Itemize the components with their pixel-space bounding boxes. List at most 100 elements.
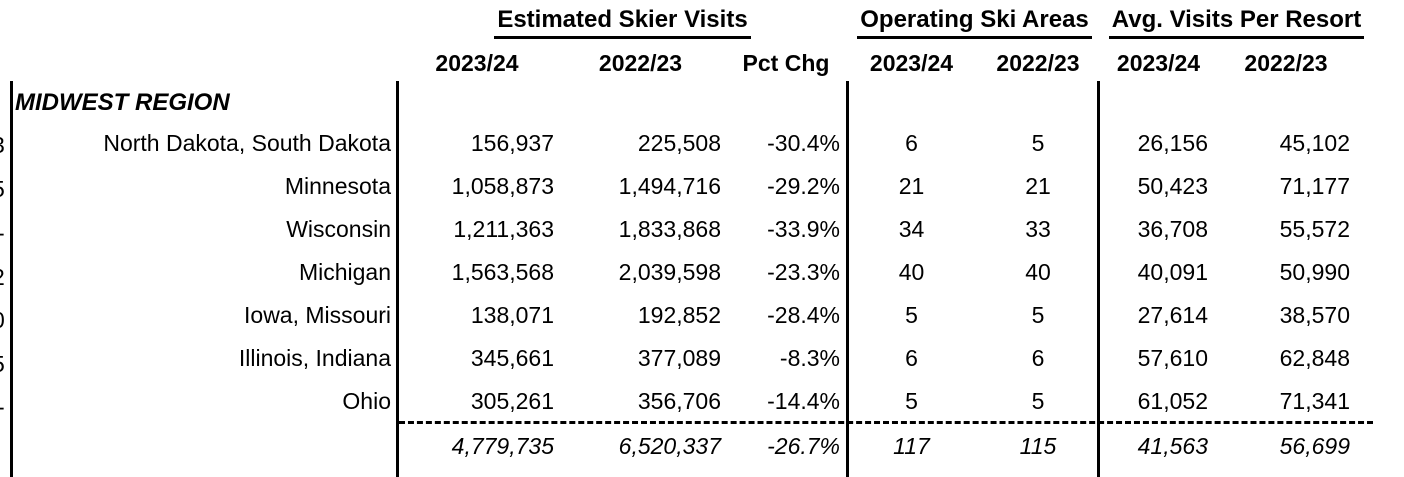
cell-pct-chg: -8.3%	[779, 345, 840, 371]
clipped-text-fragment: -	[0, 386, 5, 428]
cell-visits-2223: 225,508	[637, 130, 721, 156]
cell-avg-2223: 71,341	[1279, 388, 1350, 414]
cell-areas-2223: 21	[1025, 173, 1051, 199]
group-header-spacer	[0, 0, 397, 44]
clipped-text-fragment: -	[0, 212, 5, 254]
total-pct-chg: -26.7%	[767, 433, 840, 459]
table-row: Wisconsin 1,211,363 1,833,868 -33.9% 34 …	[0, 208, 1372, 251]
cell-avg-2223: 50,990	[1279, 259, 1350, 285]
cell-areas-2223: 33	[1025, 216, 1051, 242]
total-visits-2223: 6,520,337	[618, 433, 721, 459]
cell-areas-2223: 5	[1031, 388, 1045, 414]
table-row: Michigan 1,563,568 2,039,598 -23.3% 40 4…	[0, 251, 1372, 294]
cell-areas-2223: 5	[1031, 130, 1045, 156]
cell-pct-chg: -33.9%	[767, 216, 840, 242]
region-header-row: MIDWEST REGION	[0, 83, 1372, 122]
cell-avg-2324: 26,156	[1137, 130, 1208, 156]
year-header-areas-2223: 2022/23	[996, 50, 1080, 76]
cell-areas-2324: 21	[898, 173, 925, 199]
cell-visits-2324: 305,261	[470, 388, 554, 414]
cell-areas-2324: 6	[905, 345, 918, 371]
clipped-text-fragment: 2	[0, 256, 5, 298]
group-header-estimated-skier-visits: Estimated Skier Visits	[494, 6, 751, 39]
group-header-cell-visits: Estimated Skier Visits	[397, 0, 848, 44]
row-label: Iowa, Missouri	[244, 302, 391, 328]
year-header-row: 2023/24 2022/23 Pct Chg 2023/24 2022/23 …	[0, 44, 1372, 83]
cell-avg-2223: 71,177	[1279, 173, 1350, 199]
cell-visits-2223: 377,089	[637, 345, 721, 371]
cell-pct-chg: -29.2%	[767, 173, 840, 199]
row-label: Minnesota	[284, 173, 391, 199]
row-label: Illinois, Indiana	[238, 345, 391, 371]
table-row: Illinois, Indiana 345,661 377,089 -8.3% …	[0, 337, 1372, 380]
region-label: MIDWEST REGION	[15, 88, 230, 116]
cell-visits-2324: 156,937	[470, 130, 554, 156]
cell-pct-chg: -28.4%	[767, 302, 840, 328]
cell-avg-2324: 40,091	[1137, 259, 1208, 285]
cell-areas-2324: 6	[905, 130, 918, 156]
vertical-rule-left-edge	[10, 81, 13, 477]
total-areas-2324: 117	[893, 433, 930, 459]
year-header-areas-2324: 2023/24	[869, 50, 954, 76]
group-header-avg-visits-per-resort: Avg. Visits Per Resort	[1108, 6, 1365, 39]
region-row-spacer	[397, 83, 1372, 122]
group-header-cell-avg: Avg. Visits Per Resort	[1101, 0, 1372, 44]
clipped-text-fragment: 5	[0, 343, 5, 385]
year-header-visits-2223: 2022/23	[598, 50, 683, 76]
cell-areas-2223: 6	[1031, 345, 1045, 371]
cell-visits-2324: 1,058,873	[451, 173, 554, 199]
table-row: Minnesota 1,058,873 1,494,716 -29.2% 21 …	[0, 165, 1372, 208]
cell-areas-2324: 34	[898, 216, 925, 242]
region-total-row: 4,779,735 6,520,337 -26.7% 117 115 41,56…	[0, 423, 1372, 470]
cell-avg-2324: 36,708	[1137, 216, 1208, 242]
cell-visits-2223: 1,833,868	[618, 216, 721, 242]
year-header-avg-2223: 2022/23	[1244, 50, 1328, 76]
clipped-text-fragment: 5	[0, 168, 5, 210]
cell-areas-2324: 5	[905, 302, 918, 328]
year-header-spacer	[0, 44, 397, 83]
cell-avg-2223: 55,572	[1279, 216, 1350, 242]
vertical-rule-after-areas	[1097, 81, 1100, 477]
cell-avg-2223: 62,848	[1279, 345, 1350, 371]
cell-visits-2223: 1,494,716	[618, 173, 721, 199]
cell-areas-2324: 40	[898, 259, 925, 285]
total-avg-2324: 41,563	[1137, 433, 1208, 459]
clipped-text-fragment: 0	[0, 299, 5, 341]
cell-visits-2223: 356,706	[637, 388, 721, 414]
row-label: North Dakota, South Dakota	[103, 130, 391, 156]
cell-visits-2223: 192,852	[637, 302, 721, 328]
cell-avg-2324: 50,423	[1137, 173, 1208, 199]
cell-visits-2324: 1,563,568	[451, 259, 554, 285]
dashed-subtotal-rule	[399, 421, 1373, 424]
total-avg-2223: 56,699	[1279, 433, 1350, 459]
skier-visits-table: Estimated Skier Visits Operating Ski Are…	[0, 0, 1372, 470]
total-areas-2223: 115	[1019, 433, 1057, 459]
cell-visits-2324: 345,661	[470, 345, 554, 371]
year-header-visits-2324: 2023/24	[435, 50, 519, 76]
group-header-row: Estimated Skier Visits Operating Ski Are…	[0, 0, 1372, 44]
group-header-cell-areas: Operating Ski Areas	[848, 0, 1101, 44]
cell-areas-2223: 5	[1031, 302, 1045, 328]
cell-avg-2324: 57,610	[1137, 345, 1208, 371]
table-row: Iowa, Missouri 138,071 192,852 -28.4% 5 …	[0, 294, 1372, 337]
row-label: Ohio	[342, 388, 391, 414]
row-label: Michigan	[298, 259, 391, 285]
cell-pct-chg: -14.4%	[767, 388, 840, 414]
cell-areas-2324: 5	[905, 388, 918, 414]
total-visits-2324: 4,779,735	[451, 433, 554, 459]
year-header-pct-chg: Pct Chg	[742, 50, 830, 76]
table-row: North Dakota, South Dakota 156,937 225,5…	[0, 122, 1372, 165]
cell-areas-2223: 40	[1025, 259, 1051, 285]
clipped-text-fragment: 3	[0, 124, 5, 166]
cell-visits-2324: 1,211,363	[453, 216, 554, 242]
vertical-rule-after-labels	[396, 81, 399, 477]
year-header-avg-2324: 2023/24	[1116, 50, 1201, 76]
cell-avg-2223: 38,570	[1279, 302, 1350, 328]
cell-avg-2324: 61,052	[1137, 388, 1208, 414]
table-row: Ohio 305,261 356,706 -14.4% 5 5 61,052 7…	[0, 380, 1372, 423]
cell-visits-2223: 2,039,598	[618, 259, 721, 285]
cell-avg-2223: 45,102	[1279, 130, 1350, 156]
cell-pct-chg: -23.3%	[767, 259, 840, 285]
total-row-label	[0, 423, 397, 470]
